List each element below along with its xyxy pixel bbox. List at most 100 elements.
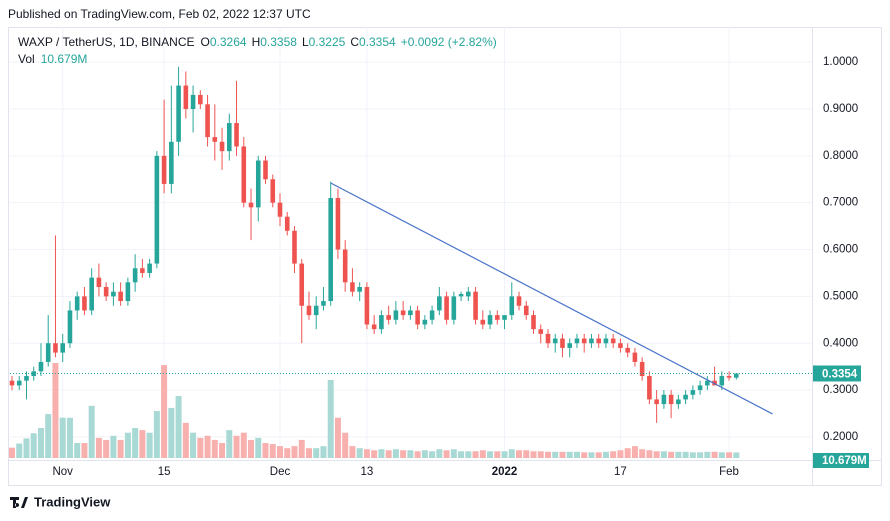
volume-tag bbox=[813, 453, 869, 468]
candle-body bbox=[67, 310, 73, 344]
last-price-label: 0.3354 bbox=[822, 369, 858, 381]
candle-body bbox=[422, 319, 428, 325]
candle-body bbox=[581, 338, 587, 344]
legend-header: WAXP / TetherUS, 1D, BINANCE O0.3264 H0.33… bbox=[18, 35, 497, 49]
candle-body bbox=[60, 343, 66, 353]
candle-body bbox=[24, 376, 29, 381]
volume-bar bbox=[66, 417, 73, 458]
candle-body bbox=[647, 376, 652, 400]
volume-bar bbox=[313, 448, 320, 458]
volume-bar bbox=[566, 451, 573, 458]
volume-bar bbox=[668, 451, 675, 458]
volume-bar bbox=[175, 396, 182, 458]
x-tick-label: 17 bbox=[614, 466, 627, 478]
volume-bar bbox=[508, 449, 515, 458]
volume-bar bbox=[573, 451, 580, 458]
volume-bar bbox=[516, 450, 523, 458]
candle-body bbox=[263, 160, 268, 180]
volume-bar bbox=[610, 451, 617, 458]
ohlc-label: C bbox=[350, 35, 359, 49]
volume-bar bbox=[211, 439, 218, 458]
volume-bar bbox=[458, 451, 465, 458]
volume-bar bbox=[646, 450, 653, 458]
volume-bar bbox=[537, 451, 544, 458]
volume-bar bbox=[16, 443, 23, 458]
volume-bar bbox=[298, 439, 305, 458]
volume-bar bbox=[320, 446, 327, 458]
candle-body bbox=[183, 85, 189, 109]
y-tick-label: 0.4000 bbox=[823, 337, 858, 349]
candle-body bbox=[31, 371, 37, 377]
candle-body bbox=[552, 338, 558, 344]
y-tick-label: 1.0000 bbox=[823, 56, 858, 68]
candle-body bbox=[96, 277, 102, 288]
x-tick-label: Nov bbox=[52, 466, 73, 478]
volume-bar bbox=[689, 452, 696, 458]
volume-bar bbox=[523, 450, 530, 458]
candle-body bbox=[589, 338, 594, 344]
volume-bar bbox=[356, 448, 363, 458]
volume-bar bbox=[204, 435, 211, 458]
volume-pane bbox=[9, 363, 740, 458]
candle-body bbox=[132, 268, 138, 283]
candle-body bbox=[357, 287, 362, 292]
candle-body bbox=[596, 338, 601, 344]
volume-bar bbox=[284, 448, 291, 458]
volume-bar bbox=[487, 451, 494, 458]
volume-bar bbox=[363, 449, 370, 458]
candle-body bbox=[198, 94, 203, 105]
candle-body bbox=[270, 179, 276, 203]
candle-body bbox=[364, 287, 370, 325]
published-note: Published on TradingView.com, Feb 02, 20… bbox=[8, 7, 311, 21]
candle-body bbox=[205, 104, 210, 138]
volume-bar bbox=[182, 422, 189, 458]
candle-body bbox=[574, 338, 580, 344]
x-tick-label: 15 bbox=[158, 466, 171, 478]
volume-bar bbox=[675, 451, 682, 458]
candle-body bbox=[393, 310, 399, 320]
trendline bbox=[330, 182, 773, 415]
candle-body bbox=[502, 315, 507, 320]
volume-header: Vol 10.679M bbox=[18, 52, 87, 66]
candle-body bbox=[726, 376, 732, 378]
candle-body bbox=[53, 343, 58, 353]
candle-body bbox=[400, 310, 406, 316]
volume-bar bbox=[639, 449, 646, 458]
candle-body bbox=[668, 394, 674, 405]
volume-bar bbox=[726, 452, 733, 458]
candle-body bbox=[531, 315, 536, 330]
volume-bar bbox=[88, 405, 95, 458]
ohlc-value: 0.3225 bbox=[309, 35, 346, 49]
candle-body bbox=[654, 399, 659, 405]
volume-bar bbox=[414, 451, 421, 458]
volume-bar bbox=[81, 443, 88, 458]
candle-body bbox=[632, 352, 638, 362]
x-tick-label: Feb bbox=[719, 466, 739, 478]
candle-body bbox=[560, 338, 565, 348]
volume-bar bbox=[248, 439, 255, 458]
candle-body bbox=[255, 160, 261, 208]
volume-bar bbox=[146, 432, 153, 458]
ohlc-label: O bbox=[201, 35, 210, 49]
volume-bar bbox=[103, 439, 110, 458]
candle-body bbox=[473, 291, 478, 320]
candle-body bbox=[371, 324, 377, 330]
candle-body bbox=[437, 296, 442, 311]
volume-bar bbox=[349, 446, 356, 458]
y-tick-label: 0.8000 bbox=[823, 150, 858, 162]
volume-bar bbox=[479, 450, 486, 458]
volume-bar bbox=[581, 452, 588, 458]
candle-body bbox=[683, 394, 688, 400]
candle-body bbox=[625, 347, 630, 353]
candle-body bbox=[335, 197, 341, 250]
change-value: +0.0092 (+2.82%) bbox=[401, 35, 497, 49]
volume-bar bbox=[233, 435, 240, 458]
candle-body bbox=[82, 296, 87, 311]
volume-bar bbox=[733, 452, 740, 458]
candle-body bbox=[516, 296, 522, 306]
candle-body bbox=[176, 85, 181, 142]
candle-body bbox=[458, 294, 464, 297]
volume-bar bbox=[711, 451, 718, 458]
grid bbox=[10, 27, 812, 458]
